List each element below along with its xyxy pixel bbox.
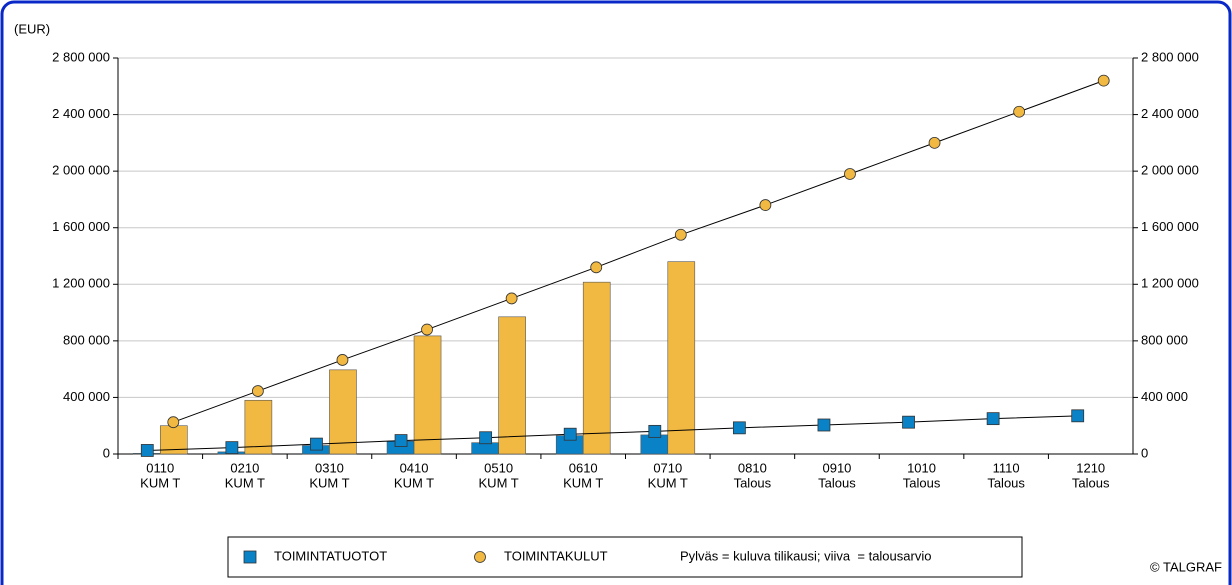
marker xyxy=(1071,409,1085,423)
x-tick-label: KUM T xyxy=(394,475,434,490)
marker xyxy=(928,136,941,149)
marker xyxy=(1013,105,1026,118)
x-tick-label: 0210 xyxy=(230,460,259,475)
x-tick-label: KUM T xyxy=(225,475,265,490)
y2-tick-label: 0 xyxy=(1141,445,1148,460)
x-tick-label: 0910 xyxy=(822,460,851,475)
bar xyxy=(498,316,526,455)
bar xyxy=(244,399,273,455)
marker xyxy=(648,424,662,438)
x-tick-label: 1010 xyxy=(907,460,936,475)
x-tick-label: Talous xyxy=(987,475,1025,490)
y2-tick-label: 800 000 xyxy=(1141,332,1188,347)
x-tick-label: Talous xyxy=(903,475,941,490)
marker xyxy=(140,444,154,457)
credit: © TALGRAF xyxy=(1150,559,1222,574)
y-tick-label: 1 600 000 xyxy=(52,219,110,234)
y-tick-label: 2 000 000 xyxy=(52,163,110,178)
marker xyxy=(986,412,1000,426)
marker xyxy=(479,431,493,445)
marker xyxy=(902,415,915,429)
bar xyxy=(582,281,611,455)
legend-note: Pylväs = kuluva tilikausi; viiva = talou… xyxy=(680,548,931,563)
x-tick-label: 1210 xyxy=(1076,460,1105,475)
x-tick-label: KUM T xyxy=(140,475,180,490)
marker xyxy=(817,418,831,432)
y2-tick-label: 2 000 000 xyxy=(1141,163,1199,178)
budget-line xyxy=(173,80,1104,423)
legend-box xyxy=(227,536,1023,578)
y-tick-label: 800 000 xyxy=(63,332,110,347)
marker xyxy=(759,199,772,211)
x-tick-label: 0710 xyxy=(653,460,682,475)
x-tick-label: Talous xyxy=(1072,475,1110,490)
marker xyxy=(590,261,603,274)
x-tick-label: 0410 xyxy=(400,460,429,475)
legend-swatch xyxy=(474,551,486,563)
marker xyxy=(394,434,408,447)
marker xyxy=(1097,74,1110,87)
x-tick-label: KUM T xyxy=(648,475,688,490)
marker xyxy=(421,323,433,336)
y-tick-label: 0 xyxy=(103,445,110,460)
x-tick-label: 0610 xyxy=(569,460,598,475)
marker xyxy=(844,168,856,180)
y2-tick-label: 1 600 000 xyxy=(1141,219,1199,234)
x-tick-label: 0110 xyxy=(146,460,174,475)
x-tick-label: 0810 xyxy=(738,460,767,475)
legend-label: TOIMINTATUOTOT xyxy=(274,548,387,563)
y-tick-label: 2 400 000 xyxy=(52,106,110,121)
bar xyxy=(413,335,442,455)
x-tick-label: 0310 xyxy=(315,460,344,475)
y2-tick-label: 2 800 000 xyxy=(1141,49,1199,64)
x-tick-label: 1110 xyxy=(993,460,1020,475)
x-tick-label: Talous xyxy=(734,475,772,490)
y-tick-label: 400 000 xyxy=(63,389,110,404)
marker xyxy=(563,427,577,441)
marker xyxy=(505,292,518,305)
unit-label: (EUR) xyxy=(14,21,50,36)
legend-swatch xyxy=(243,550,257,564)
y-tick-label: 1 200 000 xyxy=(52,276,110,291)
y2-tick-label: 2 400 000 xyxy=(1141,106,1199,121)
x-tick-label: 0510 xyxy=(484,460,513,475)
marker xyxy=(225,441,239,455)
marker xyxy=(251,385,264,397)
bar xyxy=(471,442,499,455)
y2-tick-label: 400 000 xyxy=(1141,389,1188,404)
x-tick-label: KUM T xyxy=(563,475,603,490)
x-tick-label: KUM T xyxy=(309,475,349,490)
legend-label: TOIMINTAKULUT xyxy=(504,548,608,563)
marker xyxy=(167,416,180,429)
y2-tick-label: 1 200 000 xyxy=(1141,276,1199,291)
marker xyxy=(310,437,323,451)
bar xyxy=(667,261,696,455)
marker xyxy=(336,354,349,366)
x-tick-label: Talous xyxy=(818,475,856,490)
y-tick-label: 2 800 000 xyxy=(52,49,110,64)
marker xyxy=(674,228,687,241)
budget-line xyxy=(147,415,1078,451)
bar xyxy=(329,369,357,455)
marker xyxy=(732,421,746,435)
x-tick-label: KUM T xyxy=(479,475,519,490)
